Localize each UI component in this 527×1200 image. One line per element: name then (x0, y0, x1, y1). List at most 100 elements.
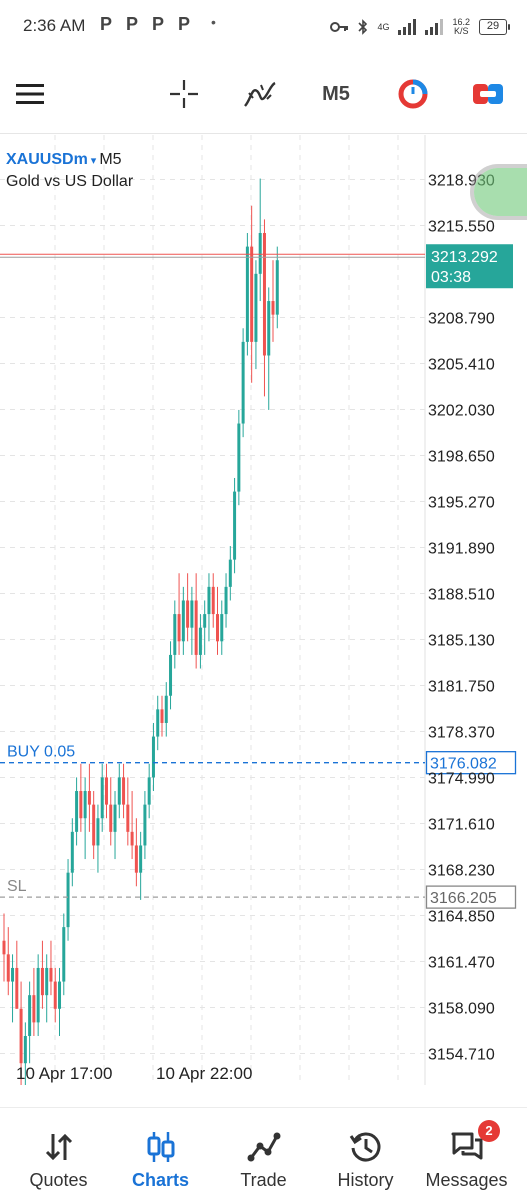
indicators-icon (244, 81, 276, 107)
x-tick-label: 10 Apr 22:00 (156, 1064, 252, 1083)
buy-price-tag (425, 751, 517, 775)
symbol-timeframe: M5 (99, 151, 122, 168)
y-tick-label: 3154.710 (428, 1047, 495, 1064)
y-tick-label: 3215.550 (428, 219, 495, 236)
candle (151, 736, 155, 778)
nav-messages[interactable]: Messages 2 (414, 1108, 519, 1200)
timeframe-label: M5 (322, 82, 350, 105)
candle (143, 804, 147, 846)
notification-icon: P (178, 14, 191, 34)
candle (237, 423, 241, 492)
candle (160, 709, 164, 723)
status-icons: 4G 16.2 K/S 29 (329, 14, 510, 40)
y-tick-label: 3161.470 (428, 955, 495, 972)
candle (173, 614, 177, 655)
y-tick-label: 3164.850 (428, 909, 495, 926)
candle (49, 967, 53, 982)
price-chart[interactable]: 3213.292 03:38 BUY 0.05 3176.082 SL 3166.205 … (0, 135, 527, 1085)
floating-assistive-button[interactable] (474, 168, 527, 216)
y-tick-label: 3198.650 (428, 449, 495, 466)
candle (245, 246, 249, 342)
messages-badge: 2 (478, 1120, 500, 1142)
chart-toolbar: M5 (0, 56, 527, 134)
stop-loss-label[interactable]: SL (7, 878, 27, 895)
indicators-button[interactable] (240, 70, 280, 118)
nav-label: Messages (425, 1170, 508, 1190)
nav-charts[interactable]: Charts (108, 1108, 213, 1200)
candle (117, 777, 121, 805)
symbol-description: Gold vs US Dollar (6, 173, 134, 190)
candle (130, 831, 134, 846)
candle (109, 804, 113, 832)
nav-history[interactable]: History (313, 1108, 418, 1200)
candle (190, 600, 194, 628)
candle (83, 791, 87, 819)
nav-trade[interactable]: Trade (211, 1108, 316, 1200)
signal-icon (398, 19, 417, 35)
candle (147, 777, 151, 805)
candle (104, 777, 108, 805)
candle (19, 1008, 23, 1064)
candle (70, 831, 74, 873)
candle (11, 967, 15, 982)
y-tick-label: 3178.370 (428, 725, 495, 742)
candle (6, 954, 10, 982)
status-bar: 2:36 AM P P P P • 4G 16.2 K/S 29 (0, 0, 527, 56)
nav-quotes[interactable]: Quotes (6, 1108, 111, 1200)
nav-label: History (337, 1170, 394, 1190)
candle (275, 260, 279, 315)
buy-price-value: 3176.082 (430, 756, 497, 773)
status-time: 2:36 AM (23, 16, 86, 35)
candle (2, 940, 6, 955)
menu-button[interactable] (10, 70, 50, 118)
nav-label: Quotes (29, 1170, 88, 1190)
candle (181, 600, 185, 642)
candle (271, 301, 275, 315)
candle (45, 967, 49, 996)
key-icon (330, 22, 349, 32)
candle (177, 614, 181, 642)
candle (220, 614, 224, 642)
y-tick-label: 3205.410 (428, 357, 495, 374)
notification-icon: P (126, 14, 139, 34)
bluetooth-icon (358, 19, 368, 35)
symbol-name[interactable]: XAUUSDm (6, 151, 88, 168)
signal-icon (425, 19, 444, 35)
x-tick-label: 10 Apr 17:00 (16, 1064, 112, 1083)
network-speed: 16.2 K/S (452, 17, 470, 36)
chevron-down-icon[interactable]: ▾ (90, 155, 97, 167)
bottom-navigation: Quotes Charts Trade History Messages 2 (0, 1107, 527, 1200)
candle (53, 981, 57, 1009)
crosshair-icon (170, 80, 198, 108)
candle (194, 600, 198, 655)
candle (139, 845, 143, 873)
y-tick-label: 3168.230 (428, 863, 495, 880)
candle (92, 804, 96, 846)
quotes-icon (45, 1133, 72, 1161)
history-icon (349, 1132, 380, 1162)
notification-icon: P (100, 14, 113, 34)
current-price-value: 3213.292 (431, 249, 498, 266)
candle (62, 927, 66, 982)
trade-toggle-button[interactable] (468, 70, 508, 118)
candle (254, 273, 258, 342)
candle (79, 791, 83, 819)
candle (224, 586, 228, 615)
candle (100, 777, 104, 819)
stop-loss-price-value: 3166.205 (430, 890, 497, 907)
candle (75, 791, 79, 832)
timeframe-button[interactable]: M5 (312, 70, 360, 118)
symbol-header[interactable]: XAUUSDm ▾ M5 (6, 151, 122, 169)
crosshair-button[interactable] (164, 70, 204, 118)
y-tick-label: 3158.090 (428, 1001, 495, 1018)
y-tick-label: 3191.890 (428, 541, 495, 558)
y-tick-label: 3188.510 (428, 587, 495, 604)
one-click-trading-icon (398, 79, 428, 109)
candle (164, 695, 168, 723)
candle (66, 872, 70, 928)
battery-icon: 29 (479, 19, 510, 35)
charts-icon (147, 1132, 174, 1162)
one-click-trading-button[interactable] (393, 70, 433, 118)
buy-order-label[interactable]: BUY 0.05 (7, 744, 75, 761)
